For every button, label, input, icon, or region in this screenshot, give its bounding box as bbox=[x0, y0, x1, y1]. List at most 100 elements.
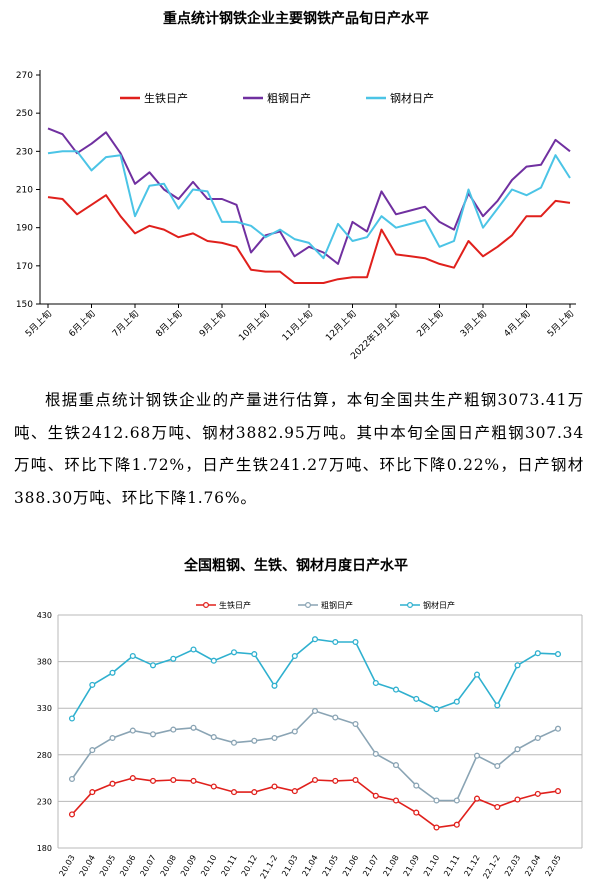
y-tick-label: 170 bbox=[16, 262, 33, 272]
y-tick-label: 230 bbox=[16, 147, 33, 157]
x-tick-label: 22.03 bbox=[503, 854, 522, 878]
x-tick-label: 21.06 bbox=[341, 854, 360, 878]
data-point bbox=[291, 652, 298, 660]
data-point bbox=[311, 707, 319, 715]
data-point bbox=[514, 662, 521, 669]
data-point bbox=[170, 776, 177, 784]
data-point bbox=[494, 762, 501, 770]
data-point bbox=[129, 727, 136, 734]
data-point bbox=[291, 788, 298, 795]
data-point bbox=[433, 824, 440, 831]
chart1-title: 重点统计钢铁企业主要钢铁产品旬日产水平 bbox=[163, 11, 429, 27]
data-point bbox=[89, 681, 96, 688]
data-point bbox=[251, 737, 258, 744]
data-point bbox=[473, 671, 481, 678]
data-point bbox=[129, 775, 136, 782]
x-tick-label: 20.11 bbox=[219, 854, 238, 878]
data-point bbox=[230, 739, 238, 746]
x-tick-label: 20.04 bbox=[78, 854, 97, 878]
y-tick-label: 180 bbox=[37, 844, 52, 853]
series-line bbox=[47, 127, 571, 265]
data-point bbox=[89, 789, 96, 796]
data-point bbox=[534, 734, 541, 742]
y-tick-label: 250 bbox=[16, 109, 33, 119]
x-tick-label: 22.1-2 bbox=[481, 854, 502, 881]
data-point bbox=[554, 788, 562, 795]
data-point bbox=[433, 706, 440, 713]
legend-label: 粗钢日产 bbox=[321, 600, 353, 610]
data-point bbox=[554, 651, 562, 658]
y-tick-label: 150 bbox=[16, 300, 33, 310]
legend-label: 钢材日产 bbox=[390, 91, 434, 105]
data-point bbox=[190, 724, 197, 731]
data-point bbox=[352, 776, 359, 784]
data-point bbox=[271, 783, 278, 790]
legend-item: 钢材日产 bbox=[366, 91, 434, 105]
y-tick-label: 230 bbox=[37, 797, 52, 806]
x-tick-label: 2月上旬 bbox=[414, 308, 446, 340]
x-tick-label: 10月上旬 bbox=[236, 308, 272, 344]
data-point bbox=[494, 702, 501, 709]
x-tick-label: 6月上旬 bbox=[66, 308, 98, 340]
data-point bbox=[372, 750, 379, 757]
x-tick-label: 21.07 bbox=[361, 854, 380, 878]
legend-marker bbox=[203, 602, 210, 609]
data-point bbox=[473, 795, 481, 802]
data-point bbox=[413, 782, 420, 789]
data-point bbox=[311, 776, 319, 784]
data-point bbox=[332, 638, 339, 646]
data-point bbox=[149, 662, 157, 669]
series-line bbox=[71, 638, 559, 719]
y-tick-label: 280 bbox=[37, 751, 52, 760]
data-point bbox=[89, 747, 96, 754]
data-point bbox=[68, 811, 76, 818]
data-point bbox=[210, 783, 217, 790]
data-point bbox=[514, 796, 521, 803]
data-point bbox=[271, 682, 278, 689]
legend-item: 生铁日产 bbox=[120, 91, 188, 105]
data-point bbox=[554, 725, 562, 732]
x-tick-label: 12月上旬 bbox=[323, 308, 359, 344]
series-line bbox=[47, 194, 571, 284]
y-tick-label: 270 bbox=[16, 71, 33, 81]
x-tick-label: 21.04 bbox=[300, 854, 319, 878]
data-point bbox=[433, 797, 440, 804]
data-point bbox=[453, 797, 460, 804]
x-tick-label: 21.1-2 bbox=[259, 854, 280, 881]
legend-label: 生铁日产 bbox=[219, 600, 251, 610]
x-tick-label: 21.08 bbox=[381, 854, 400, 878]
x-tick-label: 4月上旬 bbox=[501, 308, 533, 340]
data-point bbox=[68, 775, 76, 783]
x-tick-label: 7月上旬 bbox=[109, 308, 141, 340]
data-point bbox=[251, 789, 258, 796]
data-point bbox=[332, 777, 339, 784]
series-line bbox=[47, 150, 571, 260]
data-point bbox=[352, 720, 359, 728]
data-point bbox=[413, 695, 420, 702]
chart2-title: 全国粗钢、生铁、钢材月度日产水平 bbox=[184, 558, 408, 574]
x-tick-label: 9月上旬 bbox=[196, 308, 228, 340]
legend-marker bbox=[305, 602, 312, 609]
data-point bbox=[494, 803, 501, 811]
data-point bbox=[291, 728, 298, 735]
data-point bbox=[190, 646, 197, 653]
data-point bbox=[109, 780, 116, 787]
data-point bbox=[68, 715, 76, 722]
x-tick-label: 21.11 bbox=[442, 854, 461, 878]
x-tick-label: 21.10 bbox=[422, 854, 441, 878]
data-point bbox=[413, 809, 420, 816]
x-tick-label: 20.03 bbox=[57, 854, 76, 878]
x-tick-label: 20.12 bbox=[240, 854, 259, 878]
legend-item: 粗钢日产 bbox=[243, 91, 311, 105]
summary-paragraph: 根据重点统计钢铁企业的产量进行估算，本旬全国共生产粗钢3073.41万吨、生铁2… bbox=[14, 391, 584, 507]
data-point bbox=[149, 777, 157, 784]
data-point bbox=[534, 790, 541, 797]
data-point bbox=[230, 649, 238, 656]
legend-label: 生铁日产 bbox=[144, 91, 188, 105]
data-point bbox=[170, 726, 177, 733]
y-tick-label: 430 bbox=[37, 611, 52, 620]
series-line bbox=[71, 777, 559, 829]
data-point bbox=[129, 652, 136, 660]
data-point bbox=[210, 657, 217, 664]
data-point bbox=[473, 752, 481, 759]
